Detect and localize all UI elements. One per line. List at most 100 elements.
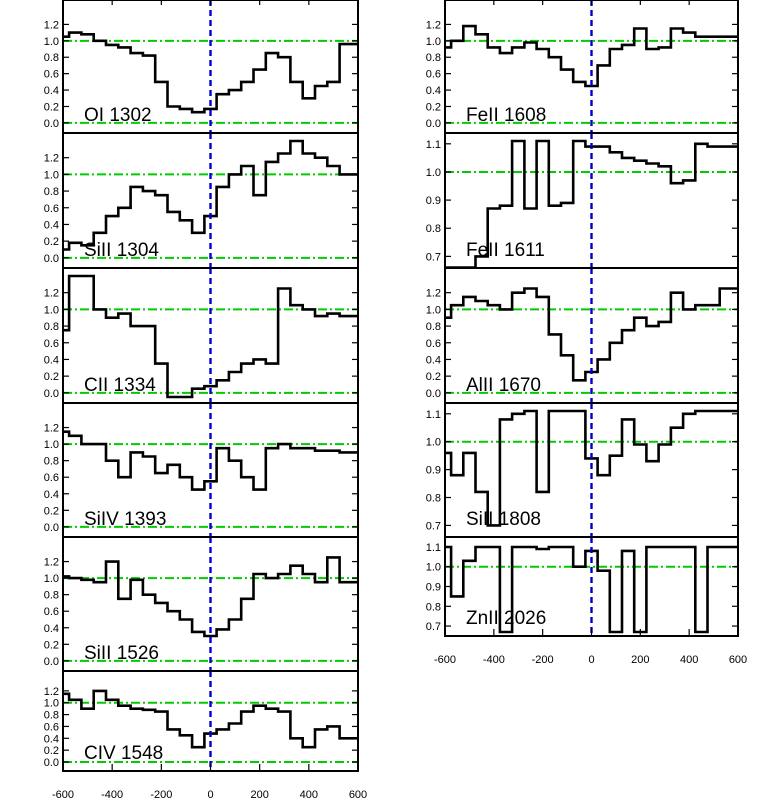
y-tick-label: 0.0 [44, 388, 59, 400]
ion-label: FeII 1608 [466, 105, 546, 126]
spectrum-line [63, 139, 358, 251]
y-tick-label: 1.2 [44, 288, 59, 300]
y-tick-label: 1.0 [44, 698, 59, 710]
spectrum-line [445, 545, 738, 634]
ion-label: FeII 1611 [466, 240, 545, 261]
x-tick-label: -200 [532, 654, 554, 666]
x-tick-label: 200 [631, 654, 649, 666]
panel-siii-1808: 0.7 0.8 0.9 1.0 1.1 SiII 1808 [426, 402, 739, 538]
y-tick-label: 0.6 [426, 69, 441, 81]
x-tick-label: 0 [588, 654, 594, 666]
y-tick-label: 0.6 [44, 606, 59, 618]
spectrum-line [445, 24, 738, 88]
spectrum-line [63, 556, 358, 638]
panels-group: 0.00.20.40.60.81.01.2OI 13020.00.20.40.6… [44, 0, 739, 772]
y-tick-label: 1.0 [44, 439, 59, 451]
y-tick-label: 0.6 [44, 203, 59, 215]
panel-feii-1611: 0.7 0.8 0.9 1.0 1.1 FeII 1611 [426, 132, 739, 269]
y-tick-label: 0.2 [44, 101, 59, 113]
y-tick-label: 0.0 [44, 118, 59, 130]
y-tick-label: 0.6 [44, 338, 59, 350]
ion-label: SiII 1526 [84, 643, 159, 664]
y-tick-label: 1.0 [426, 167, 441, 179]
y-tick-label: 1.2 [44, 153, 59, 165]
y-tick-label: 0.7 [426, 251, 441, 263]
y-tick-label: 0.0 [44, 656, 59, 668]
y-tick-label: 1.2 [426, 19, 441, 31]
y-tick-label: 0.8 [426, 321, 441, 333]
y-tick-label: 0.8 [44, 456, 59, 468]
panel-alii-1670: 0.0 0.2 0.4 0.6 0.8 1.0 1.2 AlII 1670 [426, 267, 739, 404]
ion-label: CII 1334 [84, 375, 156, 396]
y-tick-label: 0.4 [44, 623, 59, 635]
panel-znii-2026: 0.7 0.8 0.9 1.0 1.1 ZnII 2026 [426, 536, 739, 637]
y-tick-label: 1.0 [44, 573, 59, 585]
panel-civ-1548: 0.00.20.40.60.81.01.2 CIV 1548 [44, 670, 359, 772]
y-tick-label: 0.2 [44, 745, 59, 757]
y-tick-label: 0.0 [426, 118, 441, 130]
panel-cii-1334: 0.0 0.2 0.4 0.6 0.8 1.0 1.2 CII 1334 [44, 267, 359, 404]
y-tick-label: 0.7 [426, 621, 441, 633]
y-tick-label: 0.8 [426, 52, 441, 64]
x-tick-label: -200 [150, 789, 172, 801]
ion-label: SiIV 1393 [84, 509, 166, 530]
y-tick-label: 0.8 [44, 710, 59, 722]
spectrum-line [445, 287, 738, 382]
y-tick-label: 0.0 [44, 757, 59, 769]
panel-siiv-1393: 0.0 0.2 0.4 0.6 0.8 1.0 1.2 SiIV 1393 [44, 402, 359, 538]
x-tick-label: 400 [680, 654, 698, 666]
y-tick-label: 0.2 [44, 236, 59, 248]
y-tick-label: 1.0 [426, 304, 441, 316]
spectrum-line [63, 274, 358, 399]
y-tick-label: 0.8 [426, 493, 441, 505]
y-tick-label: 0.0 [44, 522, 59, 534]
y-tick-label: 1.0 [426, 36, 441, 48]
y-tick-label: 0.4 [426, 354, 441, 366]
ion-label: ZnII 2026 [466, 608, 546, 629]
y-tick-label: 0.2 [426, 101, 441, 113]
y-tick-label: 1.1 [426, 542, 441, 554]
ion-label: SiII 1808 [466, 509, 541, 530]
y-tick-label: 1.2 [426, 288, 441, 300]
ion-label: CIV 1548 [84, 743, 163, 764]
y-tick-label: 0.9 [426, 195, 441, 207]
ion-label: SiII 1304 [84, 240, 159, 261]
y-tick-label: 0.6 [44, 472, 59, 484]
ion-label: AlII 1670 [466, 375, 541, 396]
y-tick-label: 0.0 [426, 388, 441, 400]
y-tick-label: 1.1 [426, 139, 441, 151]
panel-oi-1302: 0.0 0.2 0.4 0.6 0.8 1.0 1.2 OI 1302 [44, 0, 359, 134]
y-tick-label: 0.9 [426, 465, 441, 477]
y-tick-label: 1.2 [44, 686, 59, 698]
panel-siii-1304: 0.0 0.2 0.4 0.6 0.8 1.0 1.2 SiII 1304 [44, 132, 359, 269]
x-tick-label: 600 [349, 789, 367, 801]
y-tick-label: 0.4 [44, 85, 59, 97]
y-tick-label: 0.6 [426, 338, 441, 350]
y-tick-label: 1.1 [426, 409, 441, 421]
y-tick-label: 1.0 [44, 36, 59, 48]
y-tick-label: 0.2 [426, 371, 441, 383]
x-tick-label: 400 [300, 789, 318, 801]
y-tick-label: 0.4 [426, 85, 441, 97]
y-tick-label: 0.8 [44, 186, 59, 198]
y-tick-label: 0.4 [44, 489, 59, 501]
y-tick-label: 0.8 [44, 590, 59, 602]
y-tick-label: 1.2 [44, 557, 59, 569]
spectrum-line [63, 430, 358, 491]
y-tick-label: 1.0 [44, 169, 59, 181]
x-tick-label: -400 [483, 654, 505, 666]
x-tick-label: -600 [52, 789, 74, 801]
y-tick-label: 1.0 [44, 304, 59, 316]
spectrum-line [445, 139, 738, 268]
y-tick-label: 1.0 [426, 437, 441, 449]
y-tick-label: 0.8 [426, 601, 441, 613]
x-tick-label: 200 [250, 789, 268, 801]
y-tick-label: 0.2 [44, 371, 59, 383]
y-tick-label: 0.6 [44, 721, 59, 733]
y-tick-label: 0.4 [44, 219, 59, 231]
y-tick-label: 0.4 [44, 354, 59, 366]
y-tick-label: 0.8 [44, 321, 59, 333]
x-tick-label: 600 [729, 654, 747, 666]
x-tick-label: -600 [434, 654, 456, 666]
